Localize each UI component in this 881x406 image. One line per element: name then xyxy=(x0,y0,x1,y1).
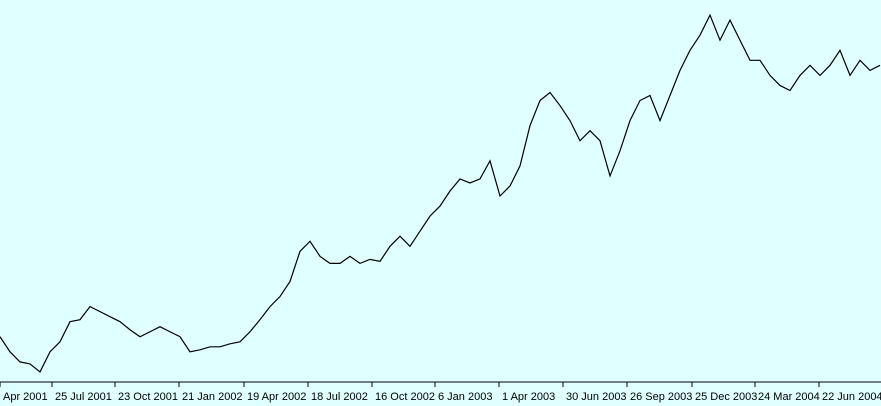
x-tick-label: 26 Sep 2003 xyxy=(630,391,692,403)
x-tick-label: 19 Apr 2002 xyxy=(247,391,306,403)
x-tick-label: 1 Apr 2003 xyxy=(502,391,555,403)
x-tick-label: 30 Jun 2003 xyxy=(566,391,627,403)
x-tick-label: 25 Dec 2003 xyxy=(695,391,757,403)
x-tick-label: 25 Jul 2001 xyxy=(55,391,112,403)
x-tick-label: 22 Jun 2004 xyxy=(822,391,881,403)
x-tick-label: 23 Oct 2001 xyxy=(118,391,178,403)
x-tick-label: 21 Jan 2002 xyxy=(182,391,243,403)
x-tick-label: 16 Oct 2002 xyxy=(375,391,435,403)
x-tick-label: 18 Jul 2002 xyxy=(311,391,368,403)
x-tick-label: Apr 2001 xyxy=(3,391,48,403)
x-tick-label: 6 Jan 2003 xyxy=(438,391,492,403)
price-line xyxy=(0,13,881,373)
x-tick-label: 24 Mar 2004 xyxy=(758,391,820,403)
